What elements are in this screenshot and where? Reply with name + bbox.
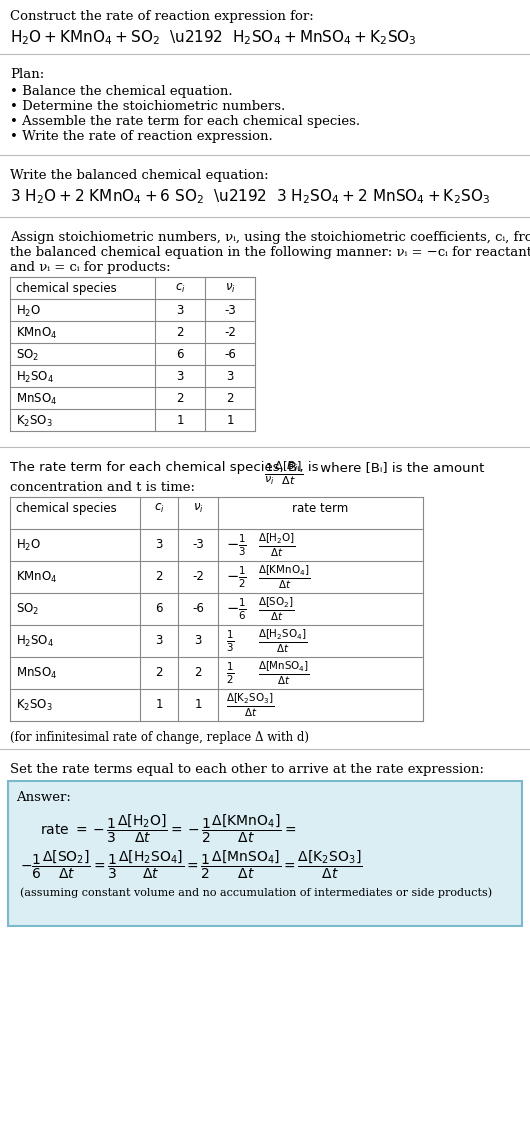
Text: $\mathregular{SO_2}$: $\mathregular{SO_2}$ <box>16 602 39 617</box>
Text: 3: 3 <box>226 370 234 383</box>
Text: The rate term for each chemical species, Bᵢ, is: The rate term for each chemical species,… <box>10 461 323 474</box>
Text: 3: 3 <box>155 635 163 648</box>
Text: chemical species: chemical species <box>16 502 117 515</box>
Text: -3: -3 <box>224 304 236 317</box>
Text: $\mathregular{KMnO_4}$: $\mathregular{KMnO_4}$ <box>16 325 57 341</box>
Text: Answer:: Answer: <box>16 791 71 804</box>
Text: 2: 2 <box>195 667 202 679</box>
Text: concentration and t is time:: concentration and t is time: <box>10 481 195 494</box>
Text: • Assemble the rate term for each chemical species.: • Assemble the rate term for each chemic… <box>10 115 360 128</box>
Text: Set the rate terms equal to each other to arrive at the rate expression:: Set the rate terms equal to each other t… <box>10 763 484 777</box>
Text: $\frac{1}{3}$: $\frac{1}{3}$ <box>226 628 234 653</box>
Text: 1: 1 <box>176 415 184 427</box>
Text: and νᵢ = cᵢ for products:: and νᵢ = cᵢ for products: <box>10 262 171 274</box>
Text: $\frac{\Delta[\mathregular{H_2O}]}{\Delta t}$: $\frac{\Delta[\mathregular{H_2O}]}{\Delt… <box>258 531 296 558</box>
Text: 2: 2 <box>155 667 163 679</box>
Text: (for infinitesimal rate of change, replace Δ with d): (for infinitesimal rate of change, repla… <box>10 731 309 743</box>
Text: 1: 1 <box>195 699 202 711</box>
Text: $\mathregular{3\ H_2O + 2\ KMnO_4 + 6\ SO_2}$  \u2192  $\mathregular{3\ H_2SO_4 : $\mathregular{3\ H_2O + 2\ KMnO_4 + 6\ S… <box>10 187 490 206</box>
Text: 3: 3 <box>155 539 163 552</box>
Text: 3: 3 <box>176 304 184 317</box>
Text: 2: 2 <box>155 571 163 584</box>
Text: $\mathregular{SO_2}$: $\mathregular{SO_2}$ <box>16 348 39 363</box>
Text: $\frac{\Delta[\mathregular{K_2SO_3}]}{\Delta t}$: $\frac{\Delta[\mathregular{K_2SO_3}]}{\D… <box>226 691 274 718</box>
Text: • Balance the chemical equation.: • Balance the chemical equation. <box>10 85 233 98</box>
Text: Plan:: Plan: <box>10 69 44 81</box>
Text: $-\frac{1}{3}$: $-\frac{1}{3}$ <box>226 532 247 557</box>
Text: -3: -3 <box>192 539 204 552</box>
Text: Assign stoichiometric numbers, νᵢ, using the stoichiometric coefficients, cᵢ, fr: Assign stoichiometric numbers, νᵢ, using… <box>10 231 530 244</box>
Text: $\frac{\Delta[\mathregular{H_2SO_4}]}{\Delta t}$: $\frac{\Delta[\mathregular{H_2SO_4}]}{\D… <box>258 627 307 654</box>
Text: 2: 2 <box>226 392 234 405</box>
Text: -6: -6 <box>224 348 236 361</box>
Text: 2: 2 <box>176 392 184 405</box>
Text: where [Bᵢ] is the amount: where [Bᵢ] is the amount <box>316 461 485 474</box>
Text: -2: -2 <box>192 571 204 584</box>
Text: $\frac{1}{2}$: $\frac{1}{2}$ <box>226 660 234 685</box>
Text: rate term: rate term <box>293 502 349 515</box>
Text: $\mathregular{K_2SO_3}$: $\mathregular{K_2SO_3}$ <box>16 698 53 713</box>
Text: $\mathregular{K_2SO_3}$: $\mathregular{K_2SO_3}$ <box>16 415 53 429</box>
Text: (assuming constant volume and no accumulation of intermediates or side products): (assuming constant volume and no accumul… <box>20 887 492 898</box>
Text: • Determine the stoichiometric numbers.: • Determine the stoichiometric numbers. <box>10 100 285 113</box>
Text: $\mathregular{H_2O + KMnO_4 + SO_2}$  \u2192  $\mathregular{H_2SO_4 + MnSO_4 + K: $\mathregular{H_2O + KMnO_4 + SO_2}$ \u2… <box>10 29 417 47</box>
Text: $\nu_i$: $\nu_i$ <box>225 282 235 295</box>
Text: -6: -6 <box>192 603 204 616</box>
Text: $c_i$: $c_i$ <box>175 282 186 295</box>
Text: Construct the rate of reaction expression for:: Construct the rate of reaction expressio… <box>10 10 314 23</box>
Text: 3: 3 <box>195 635 202 648</box>
Text: $-\frac{1}{2}$: $-\frac{1}{2}$ <box>226 564 247 589</box>
Text: $\mathregular{H_2O}$: $\mathregular{H_2O}$ <box>16 304 41 319</box>
Text: 2: 2 <box>176 325 184 339</box>
Text: $\frac{\Delta[\mathregular{MnSO_4}]}{\Delta t}$: $\frac{\Delta[\mathregular{MnSO_4}]}{\De… <box>258 659 310 686</box>
Text: $\frac{\Delta[\mathregular{SO_2}]}{\Delta t}$: $\frac{\Delta[\mathregular{SO_2}]}{\Delt… <box>258 595 295 622</box>
Text: $-\frac{1}{6}$: $-\frac{1}{6}$ <box>226 596 247 621</box>
Text: rate $= -\dfrac{1}{3}\dfrac{\Delta[\mathregular{H_2O}]}{\Delta t} = -\dfrac{1}{2: rate $= -\dfrac{1}{3}\dfrac{\Delta[\math… <box>40 813 296 845</box>
Text: the balanced chemical equation in the following manner: νᵢ = −cᵢ for reactants: the balanced chemical equation in the fo… <box>10 246 530 259</box>
Text: $\mathregular{MnSO_4}$: $\mathregular{MnSO_4}$ <box>16 392 57 407</box>
Text: chemical species: chemical species <box>16 282 117 295</box>
Text: $\mathregular{H_2SO_4}$: $\mathregular{H_2SO_4}$ <box>16 634 54 649</box>
Text: $\mathregular{H_2SO_4}$: $\mathregular{H_2SO_4}$ <box>16 370 54 385</box>
FancyBboxPatch shape <box>8 781 522 926</box>
Text: Write the balanced chemical equation:: Write the balanced chemical equation: <box>10 169 269 182</box>
Text: $\mathregular{H_2O}$: $\mathregular{H_2O}$ <box>16 538 41 553</box>
Text: 6: 6 <box>155 603 163 616</box>
Text: 1: 1 <box>226 415 234 427</box>
Text: $\frac{1}{\nu_i}\frac{\Delta[B_i]}{\Delta t}$: $\frac{1}{\nu_i}\frac{\Delta[B_i]}{\Delt… <box>264 459 304 486</box>
Text: $\nu_i$: $\nu_i$ <box>192 502 204 515</box>
Text: 3: 3 <box>176 370 184 383</box>
Text: $-\dfrac{1}{6}\dfrac{\Delta[\mathregular{SO_2}]}{\Delta t} = \dfrac{1}{3}\dfrac{: $-\dfrac{1}{6}\dfrac{\Delta[\mathregular… <box>20 849 363 882</box>
Text: $\mathregular{MnSO_4}$: $\mathregular{MnSO_4}$ <box>16 666 57 681</box>
Text: 1: 1 <box>155 699 163 711</box>
Text: $c_i$: $c_i$ <box>154 502 164 515</box>
Text: • Write the rate of reaction expression.: • Write the rate of reaction expression. <box>10 130 273 143</box>
Text: $\mathregular{KMnO_4}$: $\mathregular{KMnO_4}$ <box>16 570 57 585</box>
Text: 6: 6 <box>176 348 184 361</box>
Text: -2: -2 <box>224 325 236 339</box>
Text: $\frac{\Delta[\mathregular{KMnO_4}]}{\Delta t}$: $\frac{\Delta[\mathregular{KMnO_4}]}{\De… <box>258 563 310 590</box>
